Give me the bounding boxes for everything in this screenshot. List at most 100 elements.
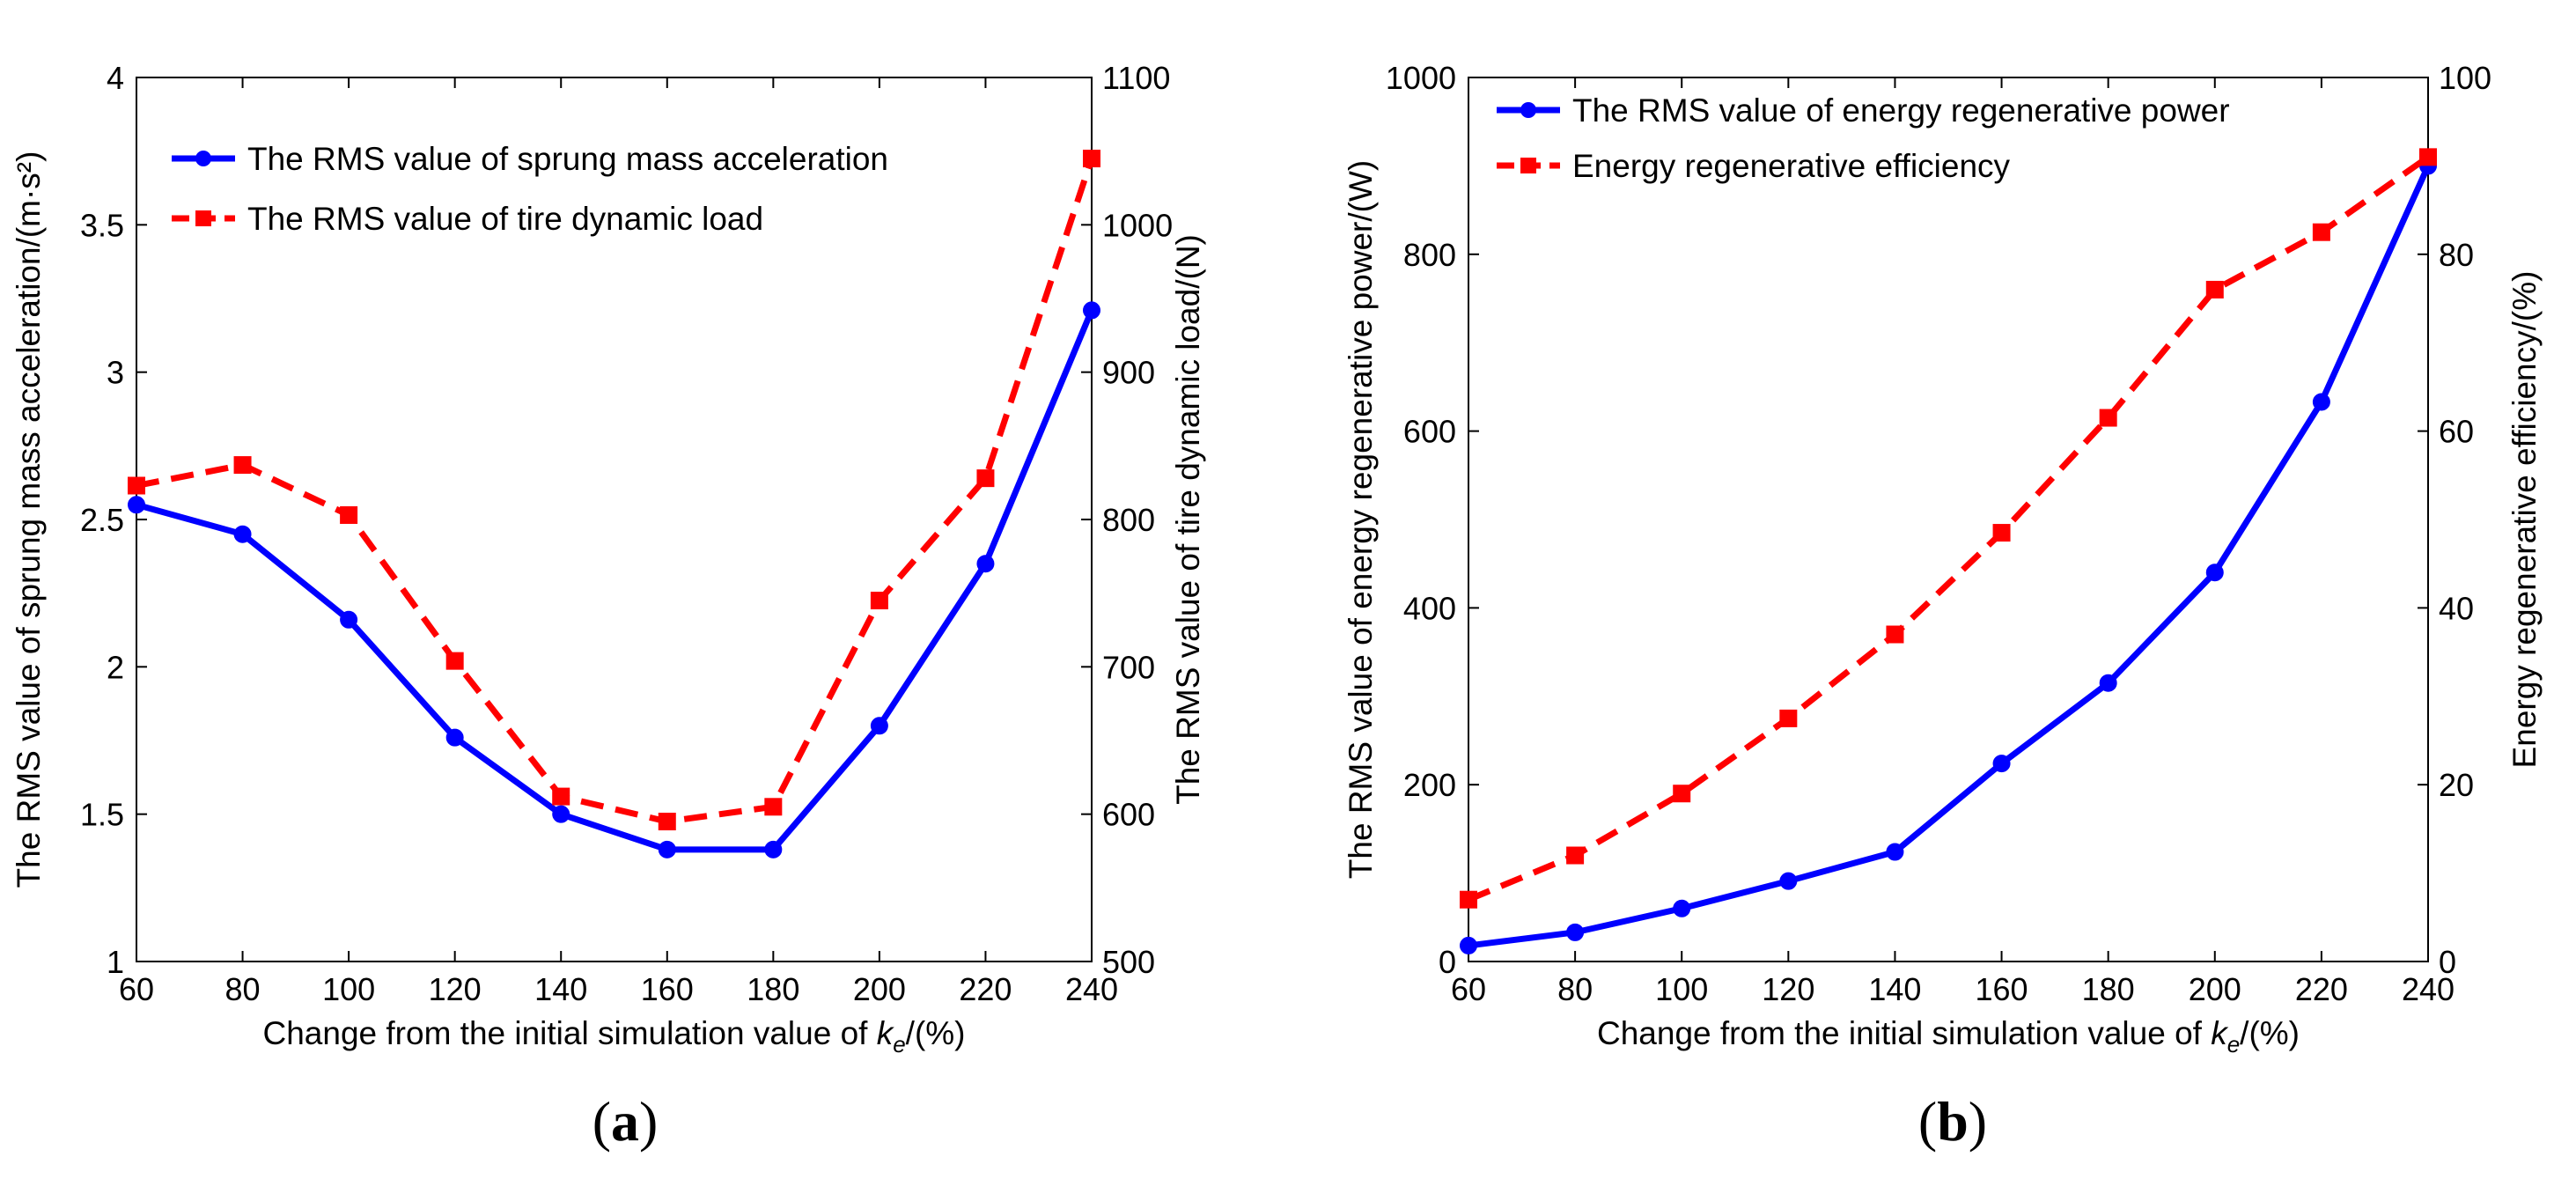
x-tick-label: 180 xyxy=(2082,971,2135,1007)
x-tick-label: 80 xyxy=(225,971,261,1007)
y-right-tick-label: 1100 xyxy=(1102,60,1170,96)
y-left-tick-label: 3 xyxy=(107,355,124,391)
series-line-2 xyxy=(136,157,1095,825)
data-point xyxy=(870,592,888,610)
data-point xyxy=(445,652,464,670)
x-tick-label: 220 xyxy=(959,971,1012,1007)
y-right-tick-label: 700 xyxy=(1102,649,1155,685)
x-tick-label: 220 xyxy=(2295,971,2348,1007)
data-point xyxy=(233,456,252,475)
x-tick-label: 200 xyxy=(853,971,906,1007)
data-point xyxy=(1992,524,2011,542)
data-point xyxy=(1992,755,2011,773)
data-point xyxy=(2099,409,2117,427)
x-tick-label: 200 xyxy=(2189,971,2241,1007)
x-tick-label: 100 xyxy=(1655,971,1708,1007)
data-point xyxy=(552,787,570,806)
x-tick-label: 240 xyxy=(1065,971,1118,1007)
legend-label: Energy regenerative efficiency xyxy=(1572,148,2011,184)
data-point xyxy=(1886,843,1904,861)
data-point xyxy=(1886,625,1904,644)
data-point xyxy=(1779,709,1798,727)
y-left-tick-label: 0 xyxy=(1439,944,1456,980)
series-line-2 xyxy=(1467,154,2431,903)
legend-marker xyxy=(195,151,211,166)
data-point xyxy=(658,813,676,831)
y-left-tick-label: 2.5 xyxy=(80,502,124,538)
data-point xyxy=(1083,301,1100,320)
x-tick-label: 240 xyxy=(2402,971,2455,1007)
chart-a: 60 80 100 120 140 160 180 200 220 240 1 1.5 2 2.5 3 3.5… xyxy=(11,60,1206,1153)
y-left-tick-label: 400 xyxy=(1403,590,1456,626)
data-point xyxy=(870,717,888,735)
y-left-axis-label: The RMS value of energy regenerative pow… xyxy=(1343,160,1379,879)
chart-b: 60 80 100 120 140 160 180 200 220 240020040060080… xyxy=(1343,60,2543,1153)
y-right-axis-label: Energy regenerative efficiency/(%) xyxy=(2506,271,2543,769)
legend-marker xyxy=(195,210,211,226)
x-tick-label: 120 xyxy=(429,971,482,1007)
y-right-tick-label: 60 xyxy=(2439,414,2474,450)
y-left-axis-label: The RMS value of sprung mass acceleratio… xyxy=(11,151,47,888)
y-left-tick-label: 1.5 xyxy=(80,797,124,833)
x-axis-label: Change from the initial simulation value… xyxy=(1597,1015,2300,1057)
x-tick-label: 120 xyxy=(1762,971,1814,1007)
data-point xyxy=(340,610,358,629)
x-tick-label: 140 xyxy=(1868,971,1921,1007)
series-line-1 xyxy=(1468,164,2432,949)
y-right-tick-label: 80 xyxy=(2439,237,2474,273)
series-line-1 xyxy=(136,309,1095,853)
data-point xyxy=(128,476,145,495)
data-point xyxy=(976,469,995,488)
data-point xyxy=(128,496,145,514)
data-point xyxy=(1779,872,1798,890)
data-point xyxy=(2312,223,2330,241)
y-right-tick-label: 20 xyxy=(2439,767,2474,803)
y-right-tick-label: 500 xyxy=(1102,944,1155,980)
x-tick-label: 160 xyxy=(1976,971,2028,1007)
data-point xyxy=(445,728,464,747)
data-point xyxy=(1566,923,1585,941)
y-left-tick-label: 4 xyxy=(107,60,124,96)
data-point xyxy=(2205,564,2224,582)
y-right-tick-label: 600 xyxy=(1102,797,1155,833)
data-point xyxy=(1460,936,1477,954)
x-tick-label: 60 xyxy=(119,971,154,1007)
data-point xyxy=(976,555,995,573)
x-tick-label: 60 xyxy=(1451,971,1486,1007)
x-tick-label: 80 xyxy=(1557,971,1593,1007)
y-left-tick-label: 800 xyxy=(1403,237,1456,273)
x-tick-label: 140 xyxy=(534,971,587,1007)
data-point xyxy=(552,805,570,823)
legend-label: The RMS value of sprung mass acceleratio… xyxy=(247,141,888,177)
y-left-tick-label: 1 xyxy=(107,944,124,980)
y-right-axis-label: The RMS value of tire dynamic load/(N) xyxy=(1170,234,1206,805)
legend-marker xyxy=(1520,158,1536,173)
y-left-tick-label: 1000 xyxy=(1386,60,1456,96)
y-right-tick-label: 800 xyxy=(1102,502,1155,538)
data-point xyxy=(2099,674,2117,692)
y-right-tick-label: 1000 xyxy=(1102,207,1173,243)
legend-label: The RMS value of energy regenerative pow… xyxy=(1572,92,2230,129)
data-point xyxy=(764,798,783,816)
y-left-tick-label: 2 xyxy=(107,649,124,685)
plot-frame xyxy=(1468,77,2429,962)
legend-label: The RMS value of tire dynamic load xyxy=(247,201,763,237)
x-axis-label: Change from the initial simulation value… xyxy=(263,1015,966,1057)
data-point xyxy=(2312,393,2330,411)
x-tick-label: 180 xyxy=(747,971,799,1007)
y-right-tick-label: 900 xyxy=(1102,355,1155,391)
data-point xyxy=(1460,890,1477,909)
y-right-tick-label: 0 xyxy=(2439,944,2456,980)
data-point xyxy=(658,840,676,858)
legend-marker xyxy=(1520,102,1536,118)
y-right-tick-label: 40 xyxy=(2439,590,2474,626)
data-point xyxy=(340,505,358,524)
panel-label: (b) xyxy=(1918,1090,1987,1153)
data-point xyxy=(1566,846,1585,865)
x-tick-label: 160 xyxy=(641,971,694,1007)
panel-label: (a) xyxy=(592,1090,659,1153)
y-right-tick-label: 100 xyxy=(2439,60,2491,96)
data-point xyxy=(1673,785,1691,803)
data-point xyxy=(764,840,783,858)
